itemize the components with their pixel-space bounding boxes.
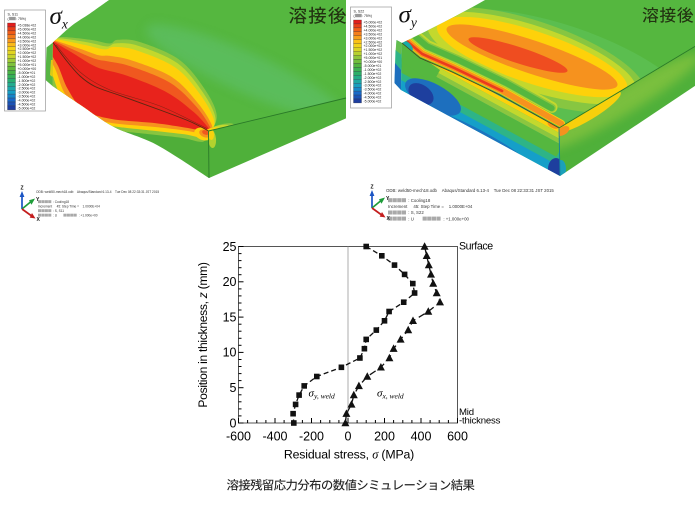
svg-text:(: ( xyxy=(354,14,356,18)
svg-text:-2.000e+02: -2.000e+02 xyxy=(18,83,36,87)
svg-text:0: 0 xyxy=(230,416,237,430)
svg-text:-4.000e+02: -4.000e+02 xyxy=(18,99,36,103)
svg-text:+1.000e+02: +1.000e+02 xyxy=(18,59,37,63)
svg-text:-2.000e+02: -2.000e+02 xyxy=(364,76,382,80)
svg-text:+3.000e+02: +3.000e+02 xyxy=(18,43,37,47)
svg-text:-5.000e+02: -5.000e+02 xyxy=(364,100,382,104)
svg-text:+2.000e+02: +2.000e+02 xyxy=(18,51,37,55)
svg-text:: U: : U xyxy=(408,216,417,221)
svg-text:: S, S11: : S, S11 xyxy=(53,209,64,213)
svg-text:+4.000e+02: +4.000e+02 xyxy=(364,28,383,32)
svg-text:σy, weld: σy, weld xyxy=(309,388,336,401)
svg-text:600: 600 xyxy=(447,429,468,443)
svg-text:+2.500e+02: +2.500e+02 xyxy=(18,47,37,51)
svg-text:: U: : U xyxy=(53,214,60,218)
svg-text:+3.500e+02: +3.500e+02 xyxy=(364,32,383,36)
svg-text:σx, weld: σx, weld xyxy=(377,388,404,401)
svg-text:Increment 45: Step Time =: Increment 45: Step Time = 1.0000E+04 xyxy=(388,204,473,209)
svg-text:-3.500e+02: -3.500e+02 xyxy=(18,95,36,99)
svg-text:-4.500e+02: -4.500e+02 xyxy=(18,103,36,107)
svg-text:-1.000e+02: -1.000e+02 xyxy=(364,68,382,72)
svg-text:+5.038e+02: +5.038e+02 xyxy=(18,24,37,28)
svg-text:25: 25 xyxy=(223,240,237,254)
svg-text:20: 20 xyxy=(223,275,237,289)
svg-text:-3.000e+02: -3.000e+02 xyxy=(18,91,36,95)
svg-text:ODB: weld50-mech18.odb Abaq: ODB: weld50-mech18.odb Abaqus/Standard 6… xyxy=(36,190,159,194)
svg-text:15: 15 xyxy=(223,310,237,324)
svg-text:S, S11: S, S11 xyxy=(8,13,19,17)
svg-text:+5.000e+01: +5.000e+01 xyxy=(364,56,383,60)
svg-text:X: X xyxy=(37,217,41,223)
svg-text:: 75%): : 75%) xyxy=(362,14,372,18)
svg-text:+3.500e+02: +3.500e+02 xyxy=(18,39,37,43)
svg-text:: +1.000e+00: : +1.000e+00 xyxy=(79,214,98,218)
svg-text:-600: -600 xyxy=(226,429,251,443)
svg-text:+0.000e+00: +0.000e+00 xyxy=(364,60,383,64)
svg-text:-2.500e+02: -2.500e+02 xyxy=(18,87,36,91)
svg-text:X: X xyxy=(387,216,391,222)
svg-text:: S, S22: : S, S22 xyxy=(408,210,424,215)
svg-text:+3.000e+02: +3.000e+02 xyxy=(364,36,383,40)
svg-text:+2.500e+02: +2.500e+02 xyxy=(364,40,383,44)
svg-text:+5.000e+01: +5.000e+01 xyxy=(18,63,37,67)
svg-text:+4.500e+02: +4.500e+02 xyxy=(364,24,383,28)
svg-text:+5.000e+02: +5.000e+02 xyxy=(18,27,37,31)
svg-text:5: 5 xyxy=(230,381,237,395)
svg-text:+4.000e+02: +4.000e+02 xyxy=(18,35,37,39)
svg-text:-thickness: -thickness xyxy=(459,416,501,427)
svg-text:+1.000e+02: +1.000e+02 xyxy=(364,52,383,56)
svg-text:-5.000e+02: -5.000e+02 xyxy=(18,106,36,110)
svg-text:: 75%): : 75%) xyxy=(16,17,26,21)
svg-text:-4.500e+02: -4.500e+02 xyxy=(364,96,382,100)
svg-text:+0.000e+00: +0.000e+00 xyxy=(18,67,37,71)
svg-text:-200: -200 xyxy=(299,429,324,443)
svg-text:Y: Y xyxy=(36,197,40,203)
svg-text:-1.500e+02: -1.500e+02 xyxy=(18,79,36,83)
svg-text:-4.000e+02: -4.000e+02 xyxy=(364,92,382,96)
svg-text:200: 200 xyxy=(374,429,395,443)
svg-text:-1.500e+02: -1.500e+02 xyxy=(364,72,382,76)
svg-text:: Cooling18: : Cooling18 xyxy=(53,200,69,204)
svg-text:-400: -400 xyxy=(262,429,287,443)
svg-text:-1.000e+02: -1.000e+02 xyxy=(18,75,36,79)
svg-text:Z: Z xyxy=(371,185,374,191)
svg-text:Surface: Surface xyxy=(459,241,493,253)
svg-text:-5.000e+01: -5.000e+01 xyxy=(364,64,382,68)
svg-text:Residual stress, σ (MPa): Residual stress, σ (MPa) xyxy=(284,448,414,462)
svg-text:Mid: Mid xyxy=(459,407,474,418)
svg-text:Y: Y xyxy=(386,196,390,202)
svg-text:+1.500e+02: +1.500e+02 xyxy=(364,48,383,52)
svg-text:S, S22: S, S22 xyxy=(354,10,365,14)
svg-text:-2.500e+02: -2.500e+02 xyxy=(364,80,382,84)
svg-text:: Cooling18: : Cooling18 xyxy=(408,198,431,203)
svg-text:ODB: weld50-mech18.odb Abaq: ODB: weld50-mech18.odb Abaqus/Standard 6… xyxy=(386,188,554,193)
svg-text:: +1.000e+00: : +1.000e+00 xyxy=(443,216,469,221)
svg-text:-5.000e+01: -5.000e+01 xyxy=(18,71,36,75)
svg-text:+4.500e+02: +4.500e+02 xyxy=(18,31,37,35)
svg-text:Z: Z xyxy=(21,186,24,192)
svg-text:10: 10 xyxy=(223,346,237,360)
svg-text:+1.500e+02: +1.500e+02 xyxy=(18,55,37,59)
svg-text:+5.000e+02: +5.000e+02 xyxy=(364,21,383,25)
svg-text:Increment 45: Step Time =: Increment 45: Step Time = 1.0000E+04 xyxy=(38,205,100,209)
svg-text:0: 0 xyxy=(345,429,352,443)
svg-text:+2.000e+02: +2.000e+02 xyxy=(364,44,383,48)
svg-text:Position in thickness, z (mm): Position in thickness, z (mm) xyxy=(196,262,210,407)
svg-text:(: ( xyxy=(8,17,10,21)
svg-text:-3.000e+02: -3.000e+02 xyxy=(364,84,382,88)
svg-text:400: 400 xyxy=(411,429,432,443)
svg-text:-3.500e+02: -3.500e+02 xyxy=(364,88,382,92)
